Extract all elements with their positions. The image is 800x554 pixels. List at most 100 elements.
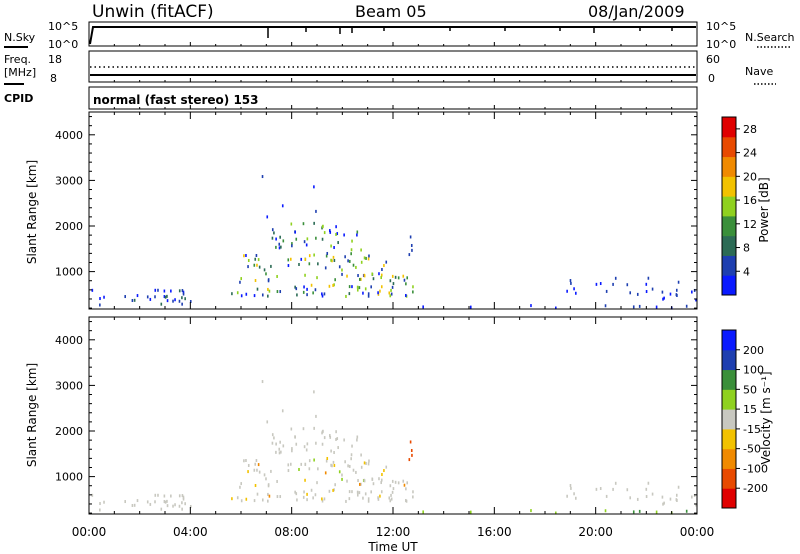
power-echo [240, 294, 243, 298]
velocity-echo [146, 500, 149, 504]
power-echo [676, 294, 678, 298]
power-echo [569, 279, 572, 283]
velocity-echo [626, 488, 629, 492]
velocity-echo [321, 442, 324, 446]
velocity-echo [270, 469, 272, 473]
velocity-echo [289, 462, 292, 466]
power-echo [356, 230, 359, 234]
velocity-echo [405, 487, 407, 491]
velocity-echo [377, 496, 379, 500]
velocity-echo [356, 490, 359, 494]
power-echo [368, 254, 370, 258]
velocity-echo [651, 492, 654, 496]
velocity-echo [306, 442, 309, 446]
velocity-colorbar-label: Velocity [m s⁻¹] [759, 371, 773, 464]
velocity-echo [182, 497, 185, 501]
freq-label-2: [MHz] [4, 66, 36, 79]
power-echo [685, 304, 688, 308]
velocity-colorbar-swatch [722, 448, 736, 469]
velocity-colorbar-swatch [722, 369, 736, 390]
velocity-echo [178, 504, 181, 508]
power-colorbar-tick-label: 28 [743, 123, 757, 136]
velocity-echo [365, 461, 367, 465]
velocity-echo [360, 482, 362, 486]
power-echo [302, 290, 305, 294]
power-echo [348, 292, 351, 296]
velocity-echo [295, 442, 298, 446]
power-echo [317, 262, 319, 266]
velocity-echo [294, 435, 296, 439]
power-echo [271, 236, 274, 240]
power-echo [629, 291, 632, 295]
velocity-echo [554, 511, 557, 515]
power-echo [278, 242, 281, 246]
velocity-echo [287, 463, 290, 467]
power-echo [178, 299, 181, 303]
x-tick-label: 12:00 [376, 525, 411, 539]
y-tick-label: 4000 [55, 129, 83, 142]
power-echo [91, 288, 94, 292]
velocity-echo [276, 479, 278, 483]
velocity-colorbar-swatch [722, 428, 736, 450]
velocity-echo [247, 470, 249, 474]
velocity-echo [335, 437, 337, 441]
power-echo [287, 258, 290, 262]
power-echo [271, 228, 274, 232]
power-colorbar-swatch [722, 255, 736, 276]
velocity-echo [271, 433, 274, 437]
velocity-echo [300, 462, 303, 466]
power-echo [570, 281, 572, 285]
power-colorbar-swatch [722, 176, 736, 197]
power-colorbar-label: Power [dB] [757, 177, 771, 242]
velocity-echo [268, 494, 271, 498]
velocity-echo [304, 478, 306, 482]
velocity-echo [306, 492, 308, 496]
velocity-echo [677, 485, 680, 489]
power-echo [397, 276, 400, 280]
power-echo [279, 235, 281, 239]
velocity-echo [231, 497, 233, 501]
power-echo [331, 259, 333, 263]
power-echo [360, 277, 362, 281]
velocity-echo [380, 478, 383, 482]
velocity-colorbar-frame [721, 329, 737, 509]
velocity-echo [685, 509, 688, 513]
velocity-echo [351, 490, 353, 494]
velocity-echo [240, 482, 243, 486]
power-echo [326, 251, 329, 255]
velocity-echo [645, 495, 648, 499]
x-tick-label: 00:00 [680, 525, 715, 539]
power-echo [330, 244, 332, 248]
velocity-echo [403, 483, 406, 487]
velocity-echo [278, 451, 281, 455]
velocity-echo [341, 473, 343, 477]
y-tick-label: 2000 [55, 220, 83, 233]
power-echo [247, 265, 249, 269]
power-echo [291, 242, 293, 246]
power-echo [184, 297, 186, 301]
power-echo [409, 235, 412, 239]
power-echo [303, 285, 305, 289]
velocity-echo [243, 459, 245, 463]
velocity-echo [389, 499, 392, 503]
velocity-echo [255, 458, 258, 462]
power-echo [323, 231, 326, 235]
velocity-echo [371, 477, 374, 481]
velocity-echo [236, 496, 239, 500]
power-echo [612, 282, 614, 286]
nave-tick-bottom: 0 [708, 72, 715, 85]
velocity-echo [355, 470, 357, 474]
power-echo [310, 283, 313, 287]
power-echo [351, 285, 353, 289]
power-echo [469, 305, 472, 309]
velocity-echo [258, 470, 261, 474]
velocity-echo [605, 494, 608, 498]
velocity-echo [261, 498, 264, 502]
velocity-echo [154, 493, 157, 497]
cpid-panel-frame [88, 86, 698, 110]
power-echo [632, 305, 635, 309]
power-echo [412, 285, 414, 289]
velocity-echo [389, 484, 392, 488]
power-echo [575, 291, 577, 295]
power-echo [316, 276, 318, 280]
